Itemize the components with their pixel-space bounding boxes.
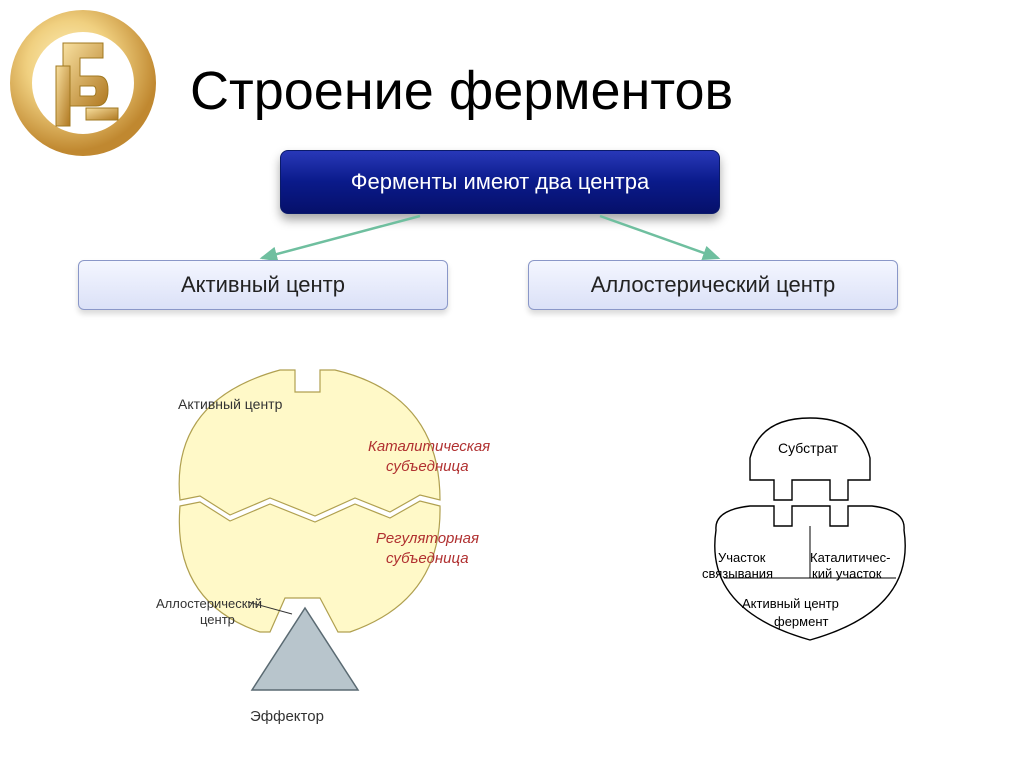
label-catalytic-site-2: кий участок	[812, 566, 882, 581]
label-enzyme: фермент	[774, 614, 828, 629]
top-concept-box: Ферменты имеют два центра	[280, 150, 720, 214]
label-binding-site-1: Участок	[718, 550, 766, 565]
enzyme-substrate-diagram: Субстрат Участок связывания Каталитичес-…	[680, 410, 940, 670]
child-box-allosteric-center: Аллостерический центр	[528, 260, 898, 310]
label-catalytic-subunit-2: субъедница	[386, 458, 469, 475]
label-active-center: Активный центр	[178, 396, 282, 412]
label-binding-site-2: связывания	[702, 566, 773, 581]
label-catalytic-subunit-1: Каталитическая	[368, 438, 490, 455]
label-effector: Эффектор	[250, 708, 324, 725]
label-allosteric-center-2: центр	[200, 612, 235, 627]
logo-badge	[8, 8, 158, 158]
enzyme-subunits-diagram: Активный центр Каталитическая субъедница…	[120, 340, 500, 740]
child-label-allosteric: Аллостерический центр	[591, 272, 835, 298]
top-concept-label: Ферменты имеют два центра	[351, 169, 649, 195]
page-title: Строение ферментов	[190, 60, 733, 122]
child-box-active-center: Активный центр	[78, 260, 448, 310]
label-substrate: Субстрат	[778, 440, 838, 456]
label-allosteric-center-1: Аллостерический	[156, 596, 262, 611]
label-active-center-r: Активный центр	[742, 596, 839, 611]
label-catalytic-site-1: Каталитичес-	[810, 550, 890, 565]
label-regulatory-subunit-2: субъедница	[386, 550, 469, 567]
label-regulatory-subunit-1: Регуляторная	[376, 530, 479, 547]
child-label-active: Активный центр	[181, 272, 345, 298]
